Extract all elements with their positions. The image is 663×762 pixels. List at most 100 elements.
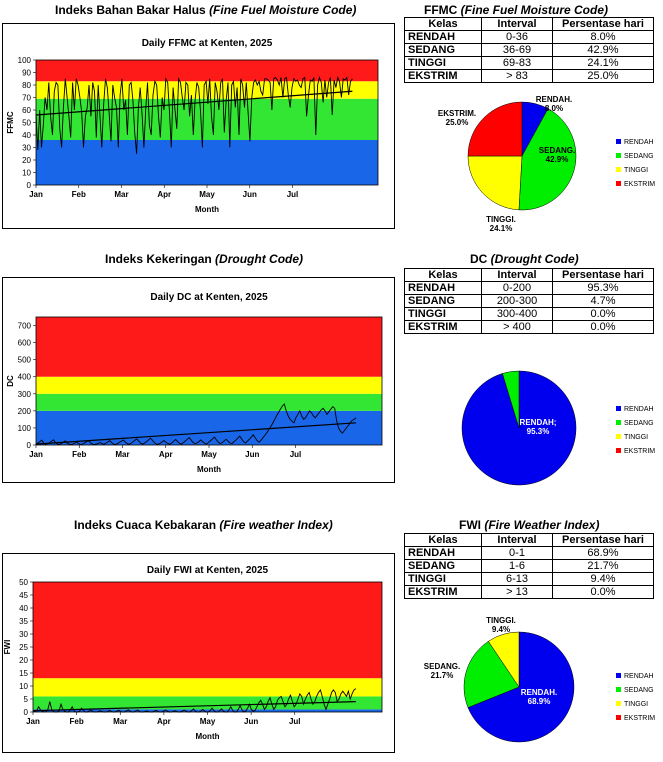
legend-label: EKSTRIM — [624, 448, 655, 455]
dc-heading-italic: (Drought Code) — [215, 252, 304, 266]
header-kelas: Kelas — [404, 533, 482, 547]
pie-label-value: 8.0% — [545, 104, 563, 113]
cell-interval: 6-13 — [481, 572, 553, 586]
cell-interval: > 400 — [481, 320, 553, 334]
y-tick-label: 700 — [18, 322, 32, 331]
ffmc-table-title: FFMC (Fine Fuel Moisture Code) — [424, 3, 608, 17]
cell-interval: 0-200 — [481, 281, 553, 295]
legend-label: RENDAH — [624, 139, 654, 146]
table-row: RENDAH 0-1 68.9% — [404, 546, 654, 560]
pie-label-value: 42.9% — [546, 155, 569, 164]
pie-label-name: TINGGI. — [486, 616, 516, 625]
cell-interval: > 83 — [481, 69, 553, 83]
x-tick-label: Jun — [244, 717, 258, 726]
x-tick-label: Jun — [243, 190, 257, 199]
cell-kelas: RENDAH — [404, 30, 482, 44]
pie-label-name: SEDANG. — [424, 662, 460, 671]
x-tick-label: Mar — [113, 717, 127, 726]
legend-label: SEDANG — [624, 153, 654, 160]
pie-label-value: 24.1% — [490, 224, 513, 233]
ffmc-line-chart-svg: Daily FFMC at Kenten, 2025 0 10 20 30 40 50 60 7… — [6, 38, 379, 214]
band-ekstrim — [36, 60, 378, 82]
legend-swatch — [616, 434, 621, 439]
pie-label-name: RENDAH. — [521, 688, 557, 697]
legend-swatch — [616, 673, 621, 678]
fwi-line-chart-svg: Daily FWI at Kenten, 2025 0 5 10 15 20 25 30 35 4… — [3, 565, 383, 741]
y-tick-label: 200 — [18, 407, 32, 416]
pie-slice-ekstrim — [467, 101, 523, 157]
legend-swatch — [616, 687, 621, 692]
dc-class-table: Kelas Interval Persentase hari RENDAH 0-2… — [404, 268, 654, 334]
y-axis-label: FFMC — [6, 111, 15, 133]
legend-swatch — [616, 167, 621, 172]
x-tick-label: Apr — [159, 450, 173, 459]
legend-label: RENDAH — [624, 406, 654, 413]
legend-label: SEDANG — [624, 687, 654, 694]
pie-label-value: 25.0% — [446, 118, 469, 127]
y-tick-label: 15 — [19, 669, 28, 678]
pie-label-value: 21.7% — [431, 671, 454, 680]
y-tick-label: 500 — [18, 356, 32, 365]
cell-percent: 4.7% — [552, 294, 654, 308]
cell-kelas: RENDAH — [404, 281, 482, 295]
data-series-line — [32, 688, 357, 713]
table-header-row: Kelas Interval Persentase hari — [404, 17, 654, 31]
cell-interval: 0-36 — [481, 30, 553, 44]
y-tick-label: 100 — [18, 424, 32, 433]
y-tick-label: 35 — [19, 617, 28, 626]
table-row: TINGGI 300-400 0.0% — [404, 307, 654, 321]
cell-kelas: SEDANG — [404, 559, 482, 573]
pie-label-name: EKSTRIM. — [438, 109, 476, 118]
header-persentase: Persentase hari — [552, 533, 654, 547]
x-tick-label: Feb — [70, 717, 84, 726]
y-tick-label: 30 — [22, 144, 31, 153]
ffmc-table-title-italic: (Fine Fuel Moisture Code) — [460, 3, 608, 17]
y-tick-label: 45 — [19, 591, 28, 600]
y-tick-label: 400 — [18, 373, 32, 382]
y-axis-label: DC — [6, 375, 15, 387]
x-tick-label: Jul — [290, 450, 302, 459]
cell-percent: 68.9% — [552, 546, 654, 560]
cell-percent: 25.0% — [552, 69, 654, 83]
legend-swatch — [616, 448, 621, 453]
y-tick-label: 20 — [22, 156, 31, 165]
table-row: TINGGI 69-83 24.1% — [404, 56, 654, 70]
y-tick-label: 60 — [22, 106, 31, 115]
cell-kelas: TINGGI — [404, 307, 482, 321]
table-row: SEDANG 200-300 4.7% — [404, 294, 654, 308]
ffmc-table-title-text: FFMC — [424, 3, 461, 17]
x-tick-label: Feb — [72, 450, 86, 459]
x-tick-label: Jul — [287, 190, 299, 199]
ffmc-section-heading: Indeks Bahan Bakar Halus (Fine Fuel Mois… — [55, 3, 356, 17]
cell-percent: 21.7% — [552, 559, 654, 573]
ffmc-line-chart: Daily FFMC at Kenten, 2025 0 10 20 30 40 50 60 7… — [2, 23, 395, 229]
band-sedang — [36, 393, 382, 411]
legend-label: TINGGI — [624, 167, 648, 174]
y-tick-label: 600 — [18, 339, 32, 348]
table-header-row: Kelas Interval Persentase hari — [404, 533, 654, 547]
legend-swatch — [616, 139, 621, 144]
y-tick-label: 10 — [19, 682, 28, 691]
pie-slice-tinggi — [488, 631, 520, 688]
y-tick-label: 0 — [27, 181, 32, 190]
pie-label-name: RENDAH. — [536, 95, 572, 104]
x-tick-label: May — [199, 190, 215, 199]
legend-swatch — [616, 153, 621, 158]
table-row: EKSTRIM > 13 0.0% — [404, 585, 654, 599]
cell-interval: > 13 — [481, 585, 553, 599]
cell-interval: 36-69 — [481, 43, 553, 57]
ffmc-heading-text: Indeks Bahan Bakar Halus — [55, 3, 210, 17]
y-tick-label: 50 — [19, 578, 28, 587]
header-interval: Interval — [481, 17, 553, 31]
cell-interval: 0-1 — [481, 546, 553, 560]
x-tick-label: Jun — [245, 450, 259, 459]
header-persentase: Persentase hari — [552, 17, 654, 31]
y-tick-label: 90 — [22, 69, 31, 78]
fwi-heading-italic: (Fire weather Index) — [219, 518, 333, 532]
cell-interval: 1-6 — [481, 559, 553, 573]
x-tick-label: Jan — [29, 450, 43, 459]
x-tick-label: Mar — [114, 190, 128, 199]
header-interval: Interval — [481, 533, 553, 547]
cell-kelas: EKSTRIM — [404, 69, 482, 83]
cell-kelas: TINGGI — [404, 56, 482, 70]
